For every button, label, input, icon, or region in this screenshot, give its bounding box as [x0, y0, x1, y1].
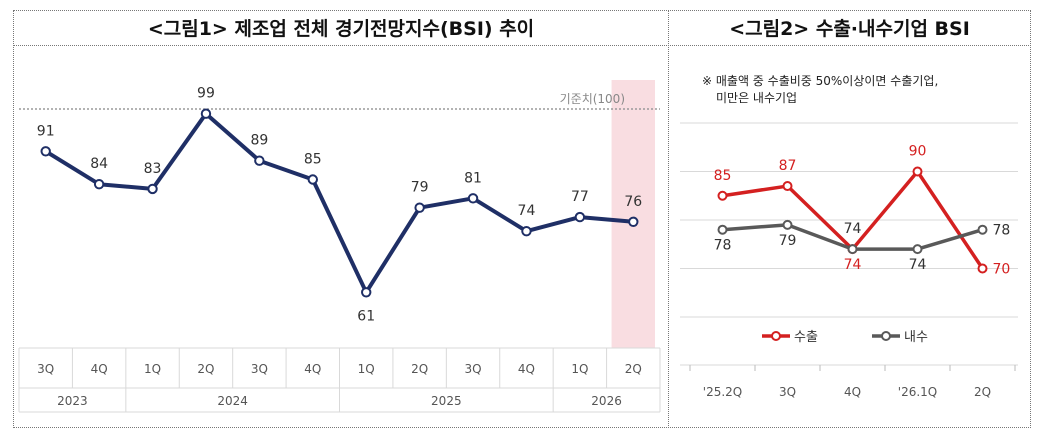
data-label: 87	[779, 158, 797, 174]
data-point	[912, 166, 923, 177]
data-point	[467, 193, 479, 204]
x-tick-label: 2Q	[625, 362, 642, 376]
x-tick-label: 4Q	[304, 362, 321, 376]
data-point	[307, 174, 318, 185]
x-tick-label: 4Q	[844, 385, 861, 399]
x-tick-label: 2Q	[974, 385, 991, 399]
year-label: 2023	[57, 394, 88, 408]
x-tick-label: 2Q	[197, 362, 214, 376]
legend-label: 내수	[904, 330, 928, 345]
data-point	[717, 190, 728, 201]
data-label: 81	[464, 170, 482, 186]
legend-label: 수출	[794, 330, 818, 345]
data-label: 78	[714, 238, 732, 254]
legend-swatch-marker	[881, 331, 891, 341]
figure-frame	[13, 10, 1031, 428]
x-tick-label: 3Q	[251, 362, 268, 376]
data-point	[782, 219, 793, 230]
data-point	[93, 179, 105, 190]
data-label: 78	[993, 223, 1011, 239]
data-point	[847, 244, 858, 255]
x-tick-label: 1Q	[144, 362, 161, 376]
data-point	[912, 244, 923, 255]
x-tick-label: 4Q	[91, 362, 108, 376]
chart1-title: <그림1> 제조업 전체 경기전망지수(BSI) 추이	[147, 18, 535, 40]
x-tick-label: 3Q	[779, 385, 796, 399]
x-tick-label: 3Q	[37, 362, 54, 376]
data-label: 91	[37, 123, 55, 139]
x-tick-label: 4Q	[518, 362, 535, 376]
chart2-note-line-2: 미만은 내수기업	[716, 91, 798, 105]
year-label: 2025	[431, 394, 462, 408]
reference-label: 기준치(100)	[560, 92, 625, 106]
data-label: 74	[844, 221, 862, 237]
x-tick-label: 3Q	[464, 362, 481, 376]
data-point	[782, 181, 793, 192]
data-point	[717, 224, 728, 235]
data-point	[147, 183, 158, 195]
data-label: 84	[90, 156, 108, 172]
data-point	[977, 224, 988, 235]
data-label: 83	[144, 161, 162, 177]
x-tick-label: 1Q	[571, 362, 588, 376]
data-label: 99	[197, 86, 215, 102]
data-point	[361, 287, 372, 298]
data-label: 77	[571, 189, 589, 205]
x-tick-label: '25.2Q	[703, 385, 742, 399]
data-label: 74	[909, 257, 927, 273]
data-label: 70	[993, 262, 1011, 278]
panel-divider	[668, 10, 669, 428]
data-point	[628, 216, 639, 228]
x-tick-label: '26.1Q	[898, 385, 937, 399]
data-label: 61	[357, 308, 375, 324]
data-point	[521, 226, 532, 237]
year-label: 2024	[217, 394, 248, 408]
data-label: 76	[624, 194, 642, 210]
data-point	[40, 146, 51, 157]
data-label: 79	[779, 233, 797, 249]
data-label: 90	[909, 144, 927, 160]
data-point	[574, 211, 586, 223]
data-point	[200, 108, 212, 119]
data-label: 89	[250, 133, 268, 149]
data-label: 85	[304, 152, 322, 168]
highlight-band	[611, 80, 655, 348]
legend-swatch-marker	[771, 331, 781, 341]
year-label: 2026	[591, 394, 622, 408]
title-separator	[13, 45, 1031, 46]
chart2-note-line-1: ※ 매출액 중 수출비중 50%이상이면 수출기업,	[702, 74, 939, 88]
data-label: 85	[714, 168, 732, 184]
data-point	[977, 263, 988, 274]
data-point	[414, 202, 425, 213]
data-point	[254, 155, 265, 166]
chart2-title: <그림2> 수출·내수기업 BSI	[729, 18, 970, 40]
x-tick-label: 2Q	[411, 362, 428, 376]
x-tick-label: 1Q	[358, 362, 375, 376]
data-label: 79	[411, 180, 429, 196]
data-label: 74	[518, 203, 536, 219]
data-label: 74	[844, 257, 862, 273]
series-line-bsi	[44, 111, 634, 295]
